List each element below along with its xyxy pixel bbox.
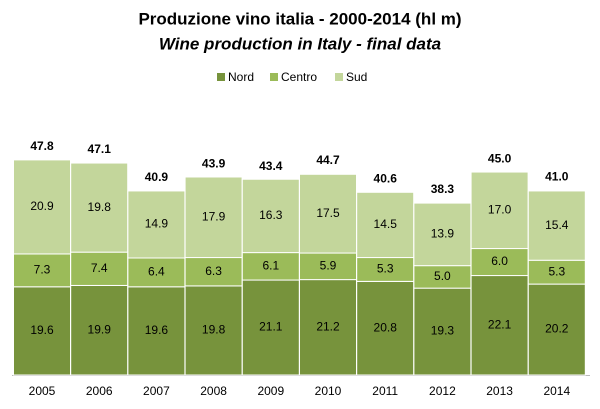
legend-swatch (270, 73, 278, 81)
bar-segment (299, 252, 357, 281)
value-label: 20.9 (30, 199, 54, 213)
bar-segment (13, 159, 71, 255)
value-label: 5.9 (320, 258, 337, 272)
value-label: 20.2 (545, 322, 569, 336)
legend-swatch (335, 73, 343, 81)
legend-label: Sud (346, 70, 367, 84)
total-label: 40.6 (374, 171, 398, 185)
total-label: 43.4 (259, 159, 283, 173)
total-label: 43.9 (202, 157, 226, 171)
bar-segment (241, 279, 300, 376)
bar-segment (413, 287, 472, 376)
chart-title: Produzione vino italia - 2000-2014 (hl m… (138, 9, 461, 28)
bar-segment (70, 162, 129, 253)
value-label: 19.6 (30, 323, 54, 337)
x-tick-label: 2011 (372, 384, 398, 398)
bar-segment (184, 176, 243, 259)
total-label: 38.3 (431, 182, 455, 196)
value-label: 19.6 (145, 323, 169, 337)
value-label: 17.5 (316, 206, 340, 220)
value-label: 14.5 (374, 217, 398, 231)
bar-segment (356, 191, 415, 259)
value-label: 6.3 (205, 264, 222, 278)
bar-segment (127, 190, 186, 259)
bar-segment (184, 257, 243, 287)
bar-segment (184, 285, 243, 376)
bar-segment (413, 202, 472, 267)
bar-segment (241, 178, 300, 254)
value-label: 14.9 (145, 217, 169, 231)
total-label: 41.0 (545, 170, 569, 184)
bar-segment (527, 190, 586, 261)
total-label: 44.7 (316, 153, 340, 167)
bar-segment (13, 253, 71, 288)
value-label: 17.9 (202, 209, 226, 223)
value-label: 19.8 (202, 323, 226, 337)
value-label: 19.8 (88, 200, 112, 214)
value-label: 19.3 (431, 324, 455, 338)
value-label: 6.1 (262, 258, 279, 272)
total-label: 40.9 (145, 170, 169, 184)
bar-segment (470, 171, 529, 250)
total-label: 47.8 (30, 139, 54, 153)
x-tick-label: 2010 (315, 384, 342, 398)
value-label: 5.3 (548, 264, 565, 278)
bar-segment (356, 280, 415, 376)
legend-label: Centro (281, 70, 317, 84)
value-label: 5.0 (434, 269, 451, 283)
bar-segment (299, 173, 357, 254)
x-tick-label: 2012 (429, 384, 456, 398)
value-label: 21.1 (259, 320, 283, 334)
value-label: 17.0 (488, 202, 512, 216)
value-label: 7.4 (91, 261, 108, 275)
value-label: 21.2 (316, 319, 340, 333)
bar-segment (470, 275, 529, 376)
value-label: 13.9 (431, 227, 455, 241)
x-tick-label: 2008 (200, 384, 227, 398)
total-label: 47.1 (88, 142, 112, 156)
value-label: 5.3 (377, 262, 394, 276)
value-label: 19.9 (88, 322, 112, 336)
value-label: 7.3 (34, 263, 51, 277)
x-tick-label: 2006 (86, 384, 113, 398)
value-label: 16.3 (259, 208, 283, 222)
x-tick-label: 2009 (257, 384, 284, 398)
x-tick-label: 2007 (143, 384, 170, 398)
bar-segment (299, 279, 357, 376)
value-label: 6.4 (148, 265, 165, 279)
x-tick-label: 2014 (543, 384, 570, 398)
value-label: 20.8 (374, 320, 398, 334)
value-label: 6.0 (491, 254, 508, 268)
x-tick-label: 2005 (29, 384, 56, 398)
total-label: 45.0 (488, 152, 512, 166)
legend-label: Nord (228, 70, 254, 84)
chart-subtitle: Wine production in Italy - final data (159, 34, 441, 53)
bar-segment (470, 248, 529, 277)
legend-swatch (217, 73, 225, 81)
value-label: 15.4 (545, 218, 569, 232)
value-label: 22.1 (488, 317, 512, 331)
x-tick-label: 2013 (486, 384, 513, 398)
